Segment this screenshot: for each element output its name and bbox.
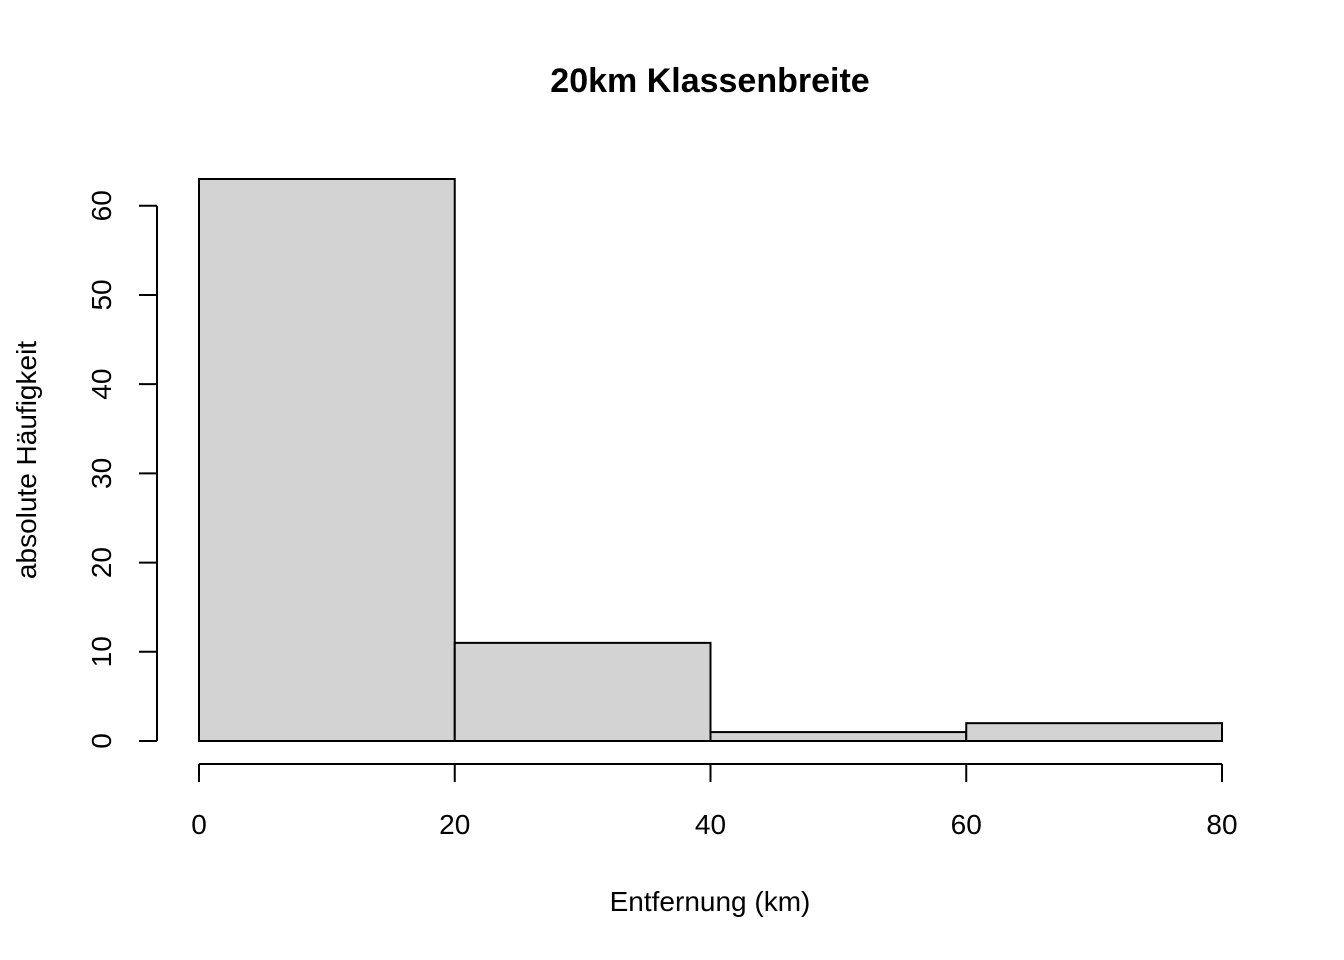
x-tick-label-40: 40 — [695, 809, 726, 840]
y-tick-label-40: 40 — [86, 369, 117, 400]
x-tick-label-20: 20 — [439, 809, 470, 840]
y-tick-label-60: 60 — [86, 190, 117, 221]
y-axis: 0 10 20 30 40 50 60 — [86, 190, 158, 749]
bars-group — [198, 178, 1223, 743]
histogram-bar-20-40 — [453, 641, 712, 742]
chart-title: 20km Klassenbreite — [550, 62, 869, 100]
x-tick-label-0: 0 — [191, 809, 207, 840]
histogram-bar-60-80 — [965, 722, 1223, 743]
y-tick-label-30: 30 — [86, 458, 117, 489]
x-axis-label: Entfernung (km) — [610, 886, 811, 917]
x-tick-label-60: 60 — [951, 809, 982, 840]
x-axis: 0 20 40 60 80 — [191, 763, 1238, 840]
y-tick-label-50: 50 — [86, 279, 117, 310]
y-tick-label-20: 20 — [86, 547, 117, 578]
y-tick-label-10: 10 — [86, 636, 117, 667]
histogram-bar-0-20 — [198, 178, 456, 742]
y-tick-label-0: 0 — [86, 733, 117, 749]
x-tick-label-80: 80 — [1206, 809, 1237, 840]
histogram-bar-40-60 — [709, 731, 968, 742]
y-axis-label: absolute Häufigkeit — [11, 341, 42, 579]
